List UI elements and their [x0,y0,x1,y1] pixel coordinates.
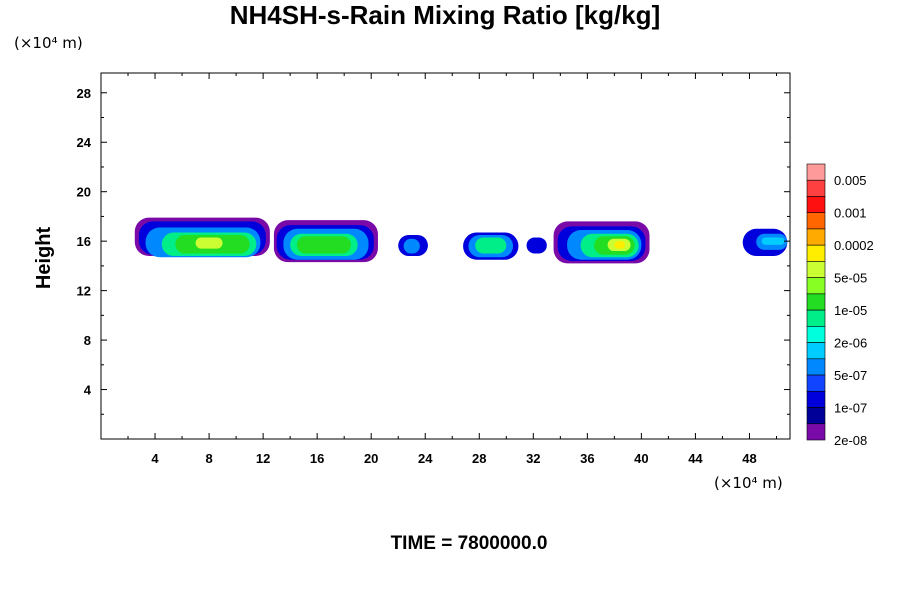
x-tick-label: 12 [256,451,270,466]
x-tick-label: 4 [151,451,159,466]
legend-swatch [806,261,826,278]
legend-swatch [806,342,826,360]
legend-swatch [806,358,826,376]
contour-cell-0.0002 [614,241,626,249]
time-label: TIME = 7800000.0 [391,533,548,554]
legend-swatch [806,228,826,246]
x-tick-label: 32 [526,451,540,466]
legend-swatch [806,374,826,392]
x-tick-label: 28 [472,451,486,466]
legend-swatch [806,293,826,311]
x-tick-label: 40 [634,451,648,466]
contour-cell-2e-06 [475,237,507,254]
legend-label: 2e-06 [834,336,867,351]
x-tick-label: 36 [580,451,594,466]
colorbar-legend: 0.005 0.001 0.0002 5e-05 1e-05 2e-06 5e-07 1e-0… [806,163,874,448]
contour-fill-layer [134,217,788,264]
chart-title: NH4SH-s-Rain Mixing Ratio [kg/kg] [230,0,660,30]
legend-swatch [806,196,826,214]
x-tick-label: 16 [310,451,324,466]
contour-cell-5e-07 [403,238,420,254]
legend-swatch [806,244,826,262]
legend-label: 5e-05 [834,271,867,286]
x-tick-label: 8 [205,451,212,466]
y-tick-label: 20 [77,185,91,200]
x-unit-label: (×10⁴ m) [714,474,783,492]
y-tick-label: 24 [77,135,92,150]
y-tick-label: 28 [77,86,91,101]
legend-swatch [806,309,826,327]
legend-label: 2e-08 [834,433,867,448]
x-tick-label: 48 [742,451,756,466]
x-tick-label: 44 [688,451,703,466]
y-tick-label: 4 [84,383,92,398]
contour-cell-1e-07 [526,237,547,254]
contour-cell-1e-05 [296,236,351,254]
y-tick-label: 12 [77,284,91,299]
legend-label: 0.001 [834,206,867,221]
contour-cell-5e-07 [761,237,785,245]
legend-swatch [806,423,826,441]
legend-swatch [806,326,826,343]
y-axis-label: Height [33,227,55,290]
legend-label: 0.0002 [834,238,874,253]
legend-swatch [806,212,826,230]
legend-swatch [806,390,826,408]
y-tick-label: 16 [77,234,91,249]
y-tick-label: 8 [84,333,91,348]
y-unit-label: (×10⁴ m) [14,34,83,52]
x-tick-label: 24 [418,451,433,466]
x-tick-label: 20 [364,451,378,466]
legend-label: 5e-07 [834,368,867,383]
legend-label: 1e-05 [834,303,867,318]
legend-swatch [806,277,826,295]
contour-cell-5e-05 [195,237,223,249]
legend-swatch [806,163,826,181]
legend-swatch [806,179,826,197]
plot-frame [100,72,791,440]
legend-label: 0.005 [834,173,867,188]
legend-swatch [806,407,826,425]
legend-label: 1e-07 [834,401,867,416]
